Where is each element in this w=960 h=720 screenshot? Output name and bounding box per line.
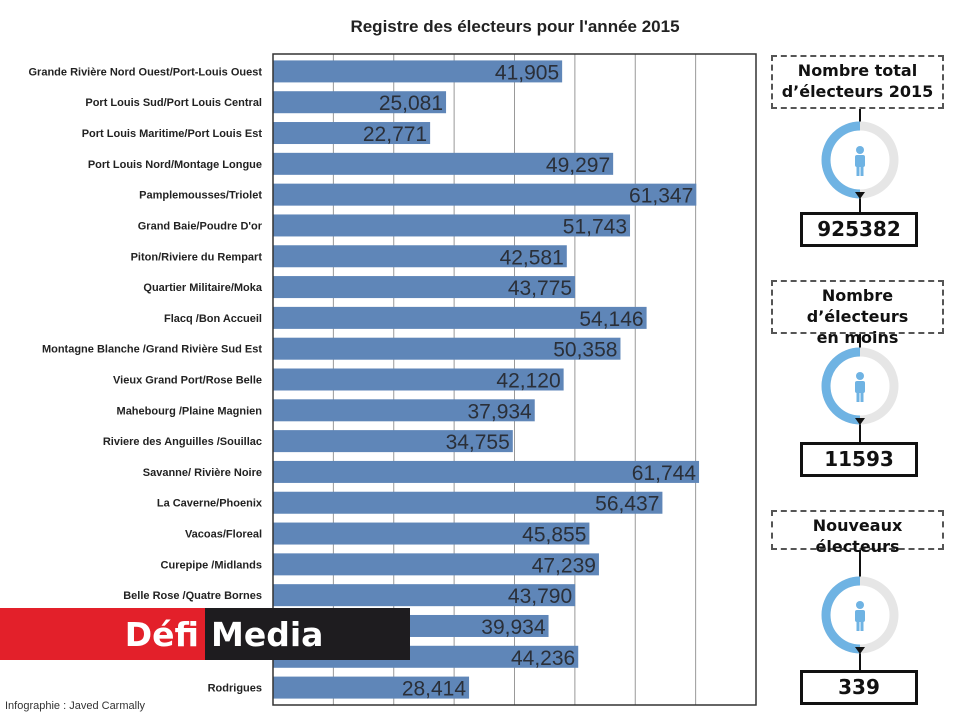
panel-value: 11593 [800, 442, 918, 477]
bar [273, 152, 614, 175]
category-label: Grand Baie/Poudre D'or [138, 220, 263, 232]
panel-title-line2: en moins [816, 328, 899, 347]
bar [273, 183, 697, 206]
arrow-icon [855, 647, 865, 654]
bar-value-label: 28,414 [402, 678, 467, 701]
arrow-icon [855, 192, 865, 199]
category-label: Mahebourg /Plaine Magnien [117, 405, 263, 417]
panel-header: Nombre d’électeurs en moins [771, 280, 944, 347]
bar-value-label: 49,297 [546, 154, 610, 177]
category-label: Riviere des Anguilles /Souillac [103, 436, 262, 448]
bar-value-label: 43,790 [508, 585, 572, 608]
bar-value-label: 44,236 [511, 647, 575, 670]
bar [273, 122, 431, 145]
bar-value-label: 25,081 [379, 92, 443, 115]
bar [273, 522, 590, 545]
bar [273, 553, 599, 576]
panel-title-line1: Nouveaux électeurs [812, 516, 903, 556]
bar-value-label: 54,146 [579, 308, 643, 331]
bar-value-label: 47,239 [532, 554, 596, 577]
category-label: Port Louis Nord/Montage Longue [88, 159, 262, 171]
category-label: Quartier Militaire/Moka [143, 282, 262, 294]
category-label: Flacq /Bon Accueil [164, 313, 262, 325]
category-label: La Caverne/Phoenix [157, 498, 263, 510]
bar [273, 491, 663, 514]
bar [273, 430, 513, 453]
panel-title-line1: Nombre d’électeurs [806, 286, 909, 326]
category-label: Port Louis Maritime/Port Louis Est [82, 128, 263, 140]
credit-text: Infographie : Javed Carmally [5, 700, 146, 712]
bar [273, 676, 470, 699]
person-icon [855, 601, 865, 631]
category-label: Piton/Riviere du Rempart [131, 251, 263, 263]
panel-header: Nouveaux électeurs [771, 510, 944, 556]
person-icon [855, 146, 865, 176]
bar-value-label: 61,744 [632, 462, 697, 485]
bar-value-label: 45,855 [522, 524, 586, 547]
defi-media-logo: Défi Media [0, 608, 410, 660]
logo-dark-part: Media [205, 608, 410, 660]
category-label: Vacoas/Floreal [185, 529, 262, 541]
bar-value-label: 34,755 [446, 431, 510, 454]
chart-title: Registre des électeurs pour l'année 2015 [350, 17, 680, 36]
logo-red-part: Défi [0, 608, 205, 660]
bar [273, 276, 576, 299]
bar-value-label: 42,120 [496, 370, 560, 393]
category-label: Rodrigues [208, 683, 262, 695]
category-label: Vieux Grand Port/Rose Belle [113, 375, 262, 387]
ring-gauge [820, 346, 900, 426]
category-label: Belle Rose /Quatre Bornes [123, 590, 262, 602]
logo-text-media: Media [211, 614, 324, 654]
bar-value-label: 50,358 [553, 339, 617, 362]
bar [273, 460, 700, 483]
bar [273, 584, 576, 607]
panel-value: 925382 [800, 212, 918, 247]
bar [273, 306, 647, 329]
ring-gauge [820, 120, 900, 200]
bar-value-label: 56,437 [595, 493, 659, 516]
category-label: Pamplemousses/Triolet [139, 190, 262, 202]
bar-value-label: 43,775 [508, 277, 572, 300]
panel-header: Nombre total d’électeurs 2015 [771, 55, 944, 109]
ring-gauge [820, 575, 900, 655]
panel-value: 339 [800, 670, 918, 705]
chart-frame [272, 53, 757, 706]
category-label: Savanne/ Rivière Noire [143, 467, 262, 479]
arrow-icon [855, 418, 865, 425]
panel-title-line2: d’électeurs 2015 [781, 82, 934, 101]
bar [273, 399, 535, 422]
panel-title-line1: Nombre total [797, 61, 918, 80]
bar [273, 214, 631, 237]
bar [273, 368, 564, 391]
bar-value-label: 61,347 [629, 185, 693, 208]
bar-value-label: 51,743 [563, 215, 627, 238]
bar [273, 91, 447, 114]
bar-value-label: 42,581 [500, 246, 564, 269]
category-label: Montagne Blanche /Grand Rivière Sud Est [42, 344, 262, 356]
logo-text-defi: Défi [124, 614, 199, 654]
bar [273, 60, 563, 83]
category-label: Port Louis Sud/Port Louis Central [85, 97, 262, 109]
bar [273, 245, 567, 268]
bar-value-label: 39,934 [481, 616, 546, 639]
bar-value-label: 22,771 [363, 123, 427, 146]
bar-value-label: 41,905 [495, 61, 559, 84]
category-label: Grande Rivière Nord Ouest/Port-Louis Oue… [29, 66, 263, 78]
bar [273, 337, 621, 360]
bar-value-label: 37,934 [468, 400, 533, 423]
person-icon [855, 372, 865, 402]
category-label: Curepipe /Midlands [161, 559, 262, 571]
